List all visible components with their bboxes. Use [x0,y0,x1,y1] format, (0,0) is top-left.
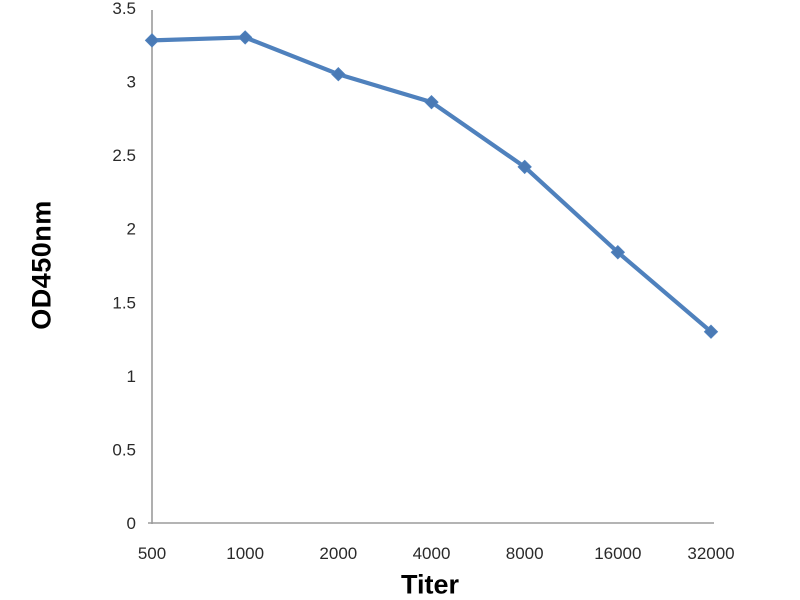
x-tick-label: 32000 [687,544,734,563]
x-axis-title: Titer [400,569,460,600]
series-line [149,35,714,334]
x-tick-label: 500 [138,544,166,563]
x-tick-label: 1000 [226,544,264,563]
data-point-marker [237,30,253,45]
y-tick-label: 0.5 [112,440,136,459]
x-tick-label: 4000 [413,544,451,563]
y-tick-label: 3.5 [112,0,136,18]
y-axis-title: OD450nm [26,200,57,330]
y-tick-label: 1 [127,367,136,386]
data-point-marker [703,324,719,339]
x-tick-label: 2000 [319,544,357,563]
data-point-marker [517,159,532,175]
data-point-marker [144,33,160,48]
x-tick-label: 16000 [594,544,641,563]
data-point-marker [331,67,346,82]
y-tick-label: 0 [127,514,136,533]
y-tick-label: 3 [127,73,136,92]
y-tick-label: 2.5 [112,146,136,165]
x-tick-label: 8000 [506,544,544,563]
data-point-marker [424,94,439,110]
y-tick-label: 2 [127,220,136,239]
y-tick-label: 1.5 [112,293,136,312]
data-point-marker [610,245,626,260]
